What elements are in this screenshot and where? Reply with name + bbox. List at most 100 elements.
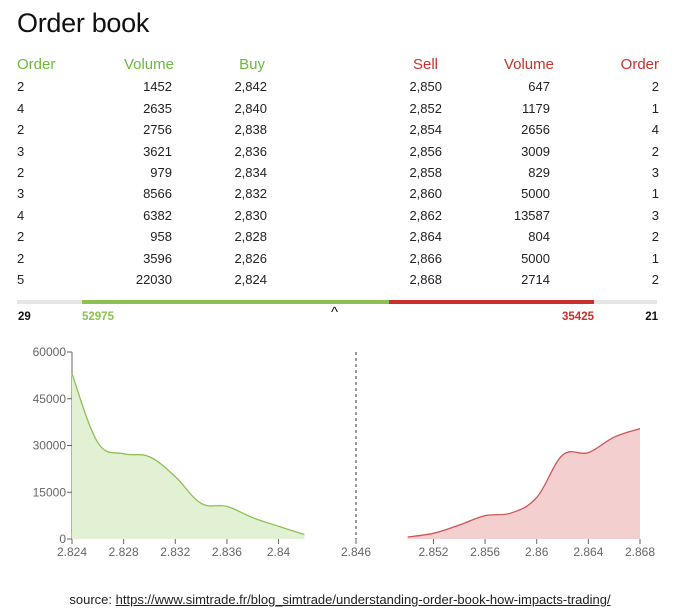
table-row: 4 6382 2,830 2,862 13587 3 xyxy=(0,205,680,226)
row-buy-order: 2 xyxy=(17,79,25,95)
row-sell-price: 2,858 xyxy=(409,164,442,180)
row-sell-volume: 13587 xyxy=(513,207,550,223)
row-buy-order: 2 xyxy=(17,229,25,245)
row-sell-price: 2,854 xyxy=(409,122,442,138)
row-buy-price: 2,836 xyxy=(234,143,267,159)
row-sell-order: 1 xyxy=(651,186,659,202)
row-buy-price: 2,828 xyxy=(234,229,267,245)
row-sell-order: 3 xyxy=(651,164,659,180)
total-sell-orders: 21 xyxy=(645,311,658,323)
row-buy-order: 4 xyxy=(17,207,25,223)
row-sell-order: 2 xyxy=(651,143,659,159)
sell-depth-area xyxy=(407,428,640,539)
row-sell-order: 3 xyxy=(651,207,659,223)
table-row: 2 979 2,834 2,858 829 3 xyxy=(0,162,680,183)
header-sell-order: Order xyxy=(620,56,659,73)
buy-depth-area xyxy=(72,373,305,539)
header-buy-volume: Volume xyxy=(123,56,174,73)
buy-depth-line xyxy=(71,373,305,536)
row-sell-volume: 5000 xyxy=(521,186,550,202)
row-sell-volume: 1179 xyxy=(522,100,550,116)
total-buy-orders: 29 xyxy=(18,311,31,323)
table-row: 3 8566 2,832 2,860 5000 1 xyxy=(0,183,680,204)
row-buy-price: 2,824 xyxy=(234,271,267,287)
sell-depth-line xyxy=(407,427,641,538)
row-buy-order: 2 xyxy=(17,164,25,180)
row-sell-volume: 647 xyxy=(528,79,550,95)
header-sell-price: Sell xyxy=(412,56,438,73)
row-buy-volume: 3596 xyxy=(143,250,172,266)
y-tick-label: 45000 xyxy=(33,392,67,406)
row-buy-price: 2,826 xyxy=(234,250,267,266)
row-buy-volume: 22030 xyxy=(135,271,172,287)
row-sell-volume: 2714 xyxy=(521,271,550,287)
row-sell-volume: 2656 xyxy=(521,122,550,138)
total-buy-volume: 52975 xyxy=(82,311,114,323)
table-header-row: Order Volume Buy Sell Volume Order xyxy=(0,55,680,76)
row-buy-price: 2,830 xyxy=(234,207,267,223)
row-buy-volume: 979 xyxy=(150,164,172,180)
row-sell-volume: 3009 xyxy=(521,143,550,159)
y-tick-label: 15000 xyxy=(33,485,67,499)
x-tick-label: 2.84 xyxy=(267,545,291,559)
row-buy-volume: 8566 xyxy=(143,186,172,202)
row-sell-price: 2,864 xyxy=(409,229,442,245)
x-tick-label: 2.864 xyxy=(573,545,603,559)
table-row: 4 2635 2,840 2,852 1179 1 xyxy=(0,98,680,119)
row-buy-volume: 2756 xyxy=(143,122,172,138)
row-buy-volume: 2635 xyxy=(143,100,172,116)
balance-bar-sell xyxy=(388,300,594,304)
source-caption: source: https://www.simtrade.fr/blog_sim… xyxy=(0,592,680,607)
row-buy-price: 2,842 xyxy=(234,79,267,95)
row-sell-price: 2,856 xyxy=(409,143,442,159)
row-buy-order: 3 xyxy=(17,186,25,202)
row-buy-order: 5 xyxy=(17,271,25,287)
row-buy-order: 2 xyxy=(17,122,25,138)
table-row: 2 958 2,828 2,864 804 2 xyxy=(0,226,680,247)
row-buy-price: 2,838 xyxy=(234,122,267,138)
row-sell-order: 4 xyxy=(651,122,659,138)
row-sell-price: 2,862 xyxy=(409,207,442,223)
table-row: 2 1452 2,842 2,850 647 2 xyxy=(0,76,680,97)
row-sell-volume: 829 xyxy=(528,164,550,180)
x-tick-label: 2.856 xyxy=(470,545,500,559)
row-sell-price: 2,850 xyxy=(409,79,442,95)
row-buy-order: 3 xyxy=(17,143,25,159)
header-buy-price: Buy xyxy=(239,56,265,73)
row-sell-price: 2,868 xyxy=(409,271,442,287)
row-buy-volume: 3621 xyxy=(143,143,172,159)
total-sell-volume: 35425 xyxy=(562,311,594,323)
table-row: 2 3596 2,826 2,866 5000 1 xyxy=(0,248,680,269)
row-sell-price: 2,852 xyxy=(409,100,442,116)
source-link[interactable]: https://www.simtrade.fr/blog_simtrade/un… xyxy=(115,592,611,607)
row-buy-order: 2 xyxy=(17,250,25,266)
row-buy-order: 4 xyxy=(17,100,25,116)
x-tick-label: 2.828 xyxy=(109,545,139,559)
collapse-toggle-icon[interactable]: ^ xyxy=(331,304,339,321)
header-sell-volume: Volume xyxy=(503,56,554,73)
balance-bar-buy xyxy=(82,300,389,304)
row-sell-order: 2 xyxy=(651,271,659,287)
x-tick-label: 2.832 xyxy=(160,545,190,559)
row-buy-volume: 1452 xyxy=(143,79,172,95)
y-tick-label: 30000 xyxy=(33,439,67,453)
row-buy-price: 2,832 xyxy=(234,186,267,202)
x-tick-label: 2.824 xyxy=(57,545,87,559)
row-buy-volume: 958 xyxy=(150,229,172,245)
depth-chart: 0 15000 30000 45000 60000 2.824 2.828 2.832 2.83… xyxy=(33,345,656,559)
order-book-rows: 2 1452 2,842 2,850 647 2 4 2635 2,840 2,852 1179 1 2… xyxy=(0,76,680,290)
row-sell-order: 2 xyxy=(651,79,659,95)
row-sell-price: 2,860 xyxy=(409,186,442,202)
order-book-table: Order Volume Buy Sell Volume Order 2 1452… xyxy=(0,55,680,290)
table-row: 3 3621 2,836 2,856 3009 2 xyxy=(0,141,680,162)
x-tick-label: 2.846 xyxy=(341,545,371,559)
row-sell-volume: 5000 xyxy=(521,250,550,266)
row-sell-order: 1 xyxy=(651,250,659,266)
source-prefix: source: xyxy=(69,592,116,607)
y-tick-label: 60000 xyxy=(33,345,67,359)
page-title: Order book xyxy=(17,8,150,38)
row-sell-volume: 804 xyxy=(528,229,550,245)
header-buy-order: Order xyxy=(17,56,56,73)
row-sell-price: 2,866 xyxy=(409,250,442,266)
row-buy-volume: 6382 xyxy=(143,207,172,223)
